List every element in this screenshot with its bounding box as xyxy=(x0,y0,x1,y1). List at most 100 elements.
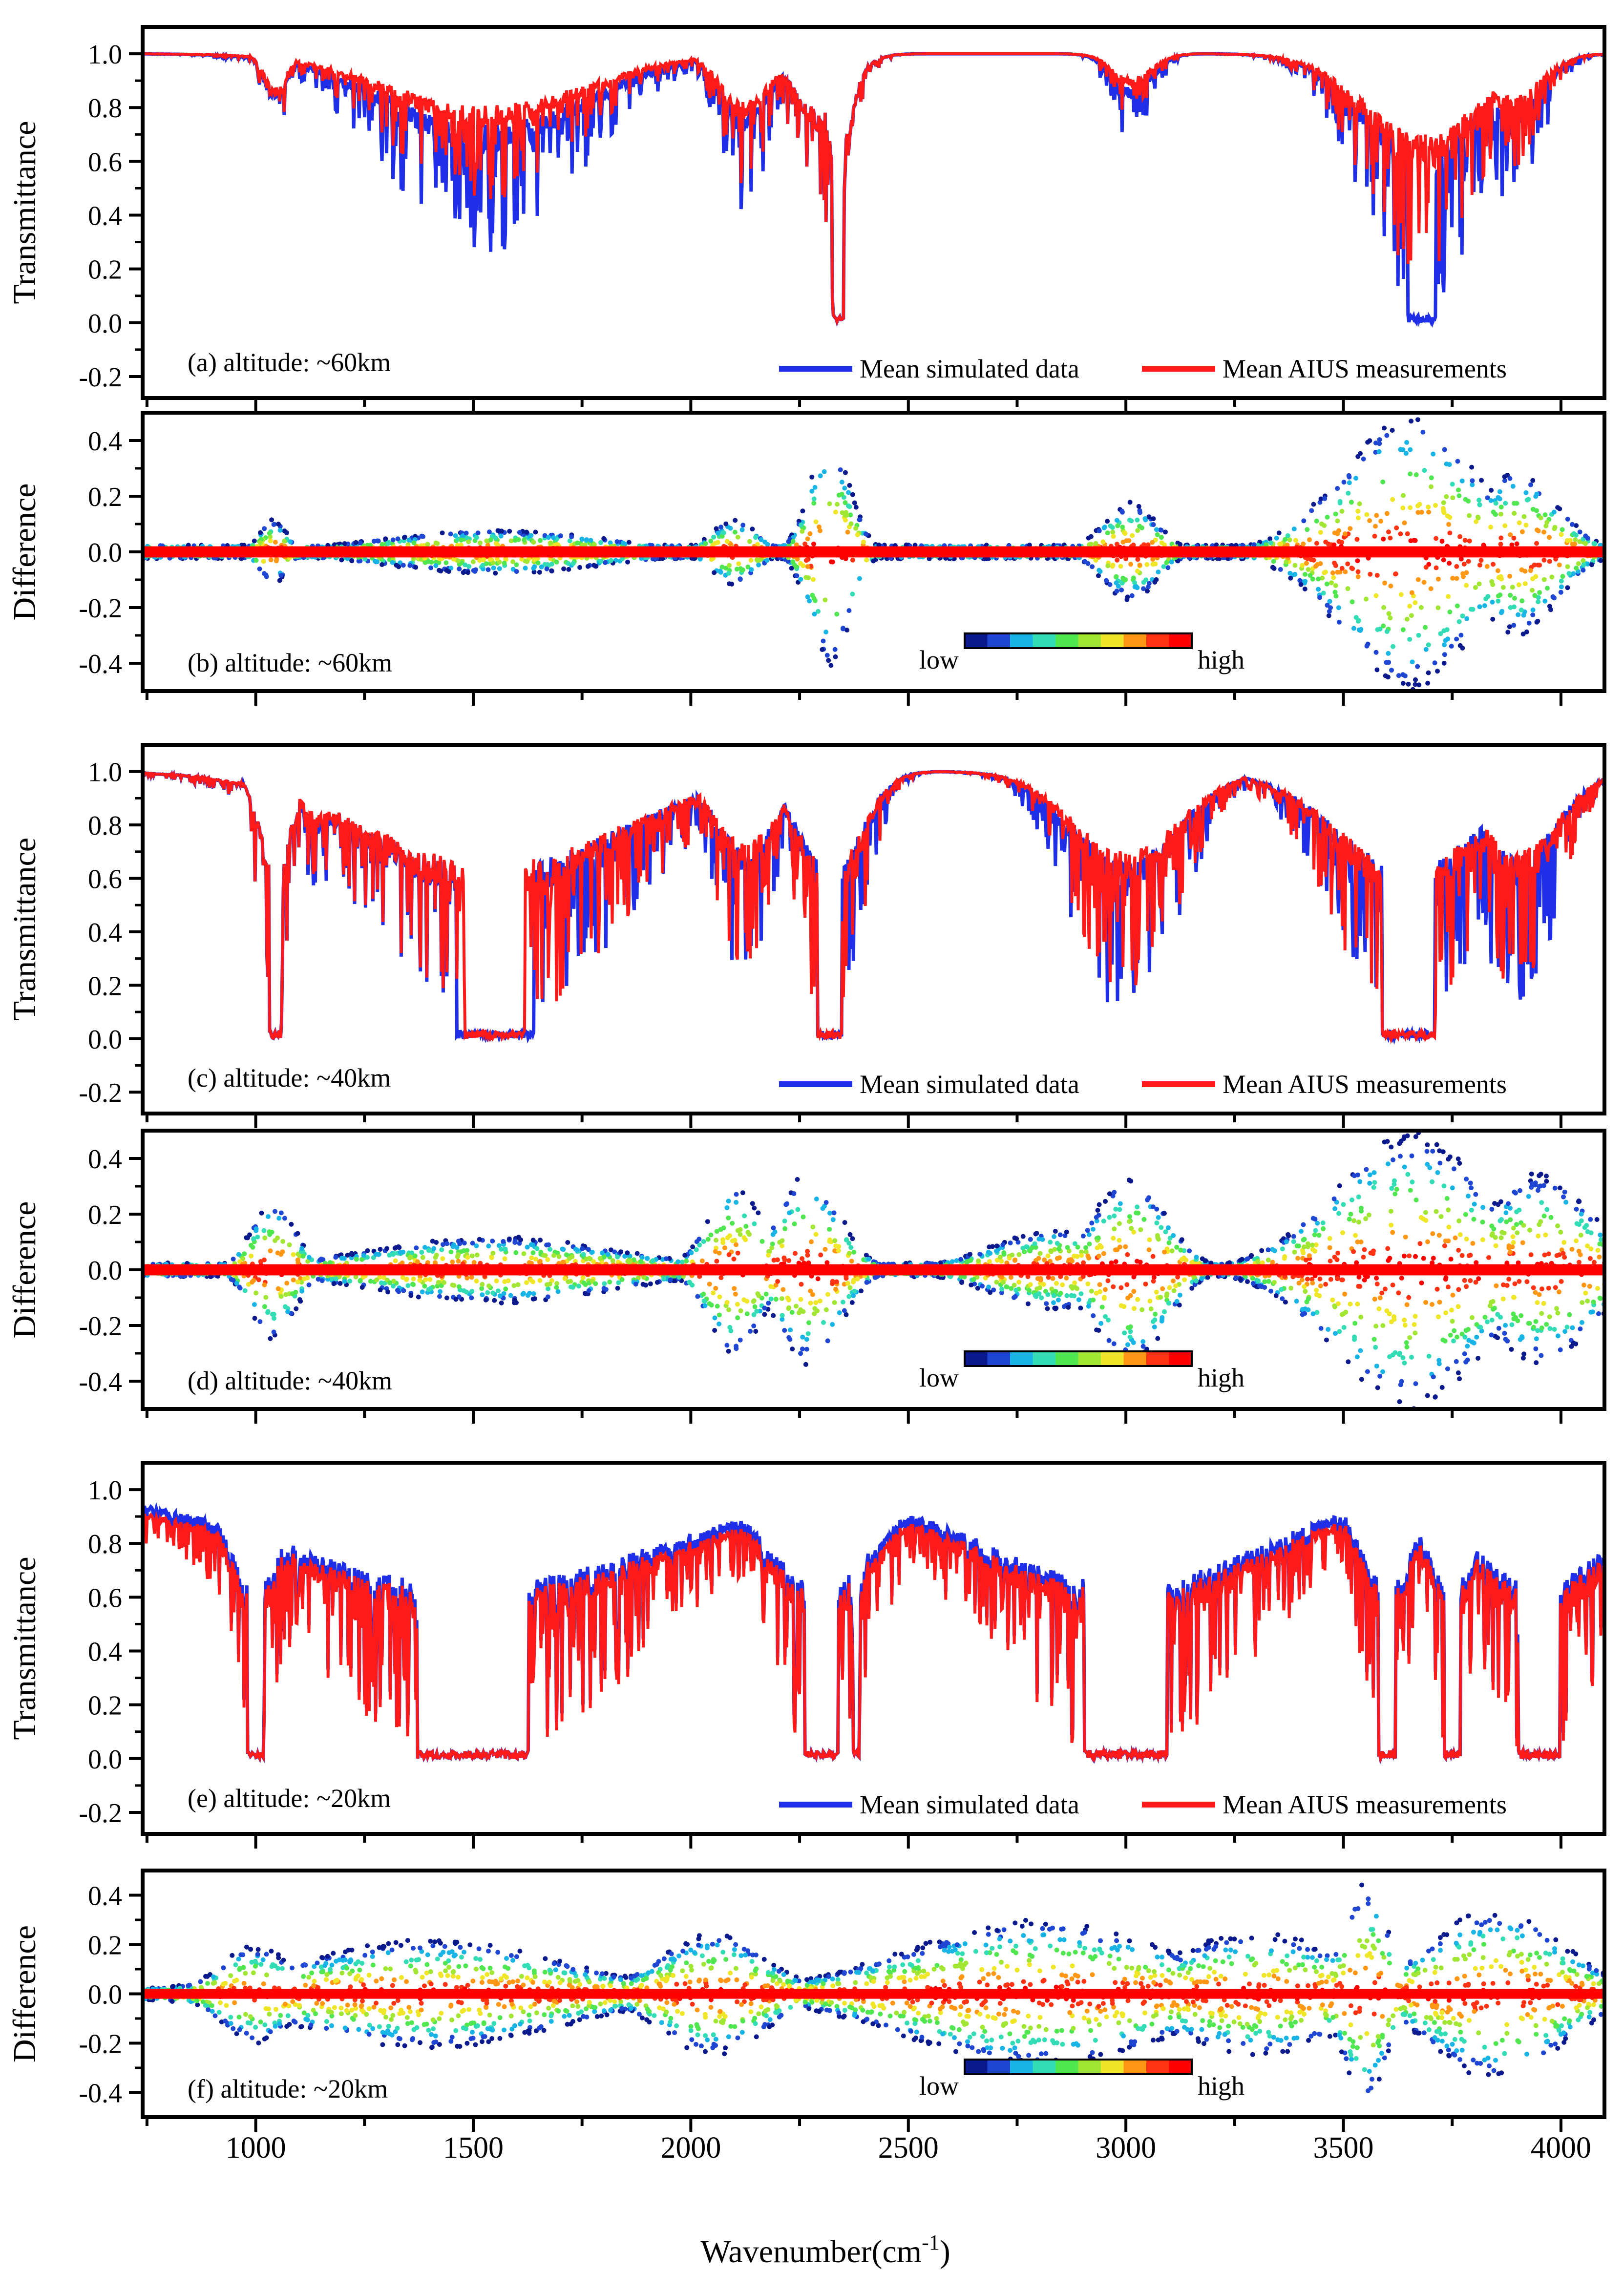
diff-point xyxy=(752,1298,757,1303)
diff-point xyxy=(263,1295,268,1300)
diff-point xyxy=(1425,1162,1430,1167)
diff-point xyxy=(1474,1280,1478,1285)
diff-point xyxy=(457,567,462,571)
diff-point xyxy=(1423,1300,1428,1305)
diff-point xyxy=(1270,1247,1275,1252)
diff-point xyxy=(1510,585,1515,589)
diff-point xyxy=(814,519,819,524)
diff-point xyxy=(1374,593,1379,598)
diff-point xyxy=(1415,664,1420,669)
diff-point xyxy=(1137,504,1141,509)
diff-point xyxy=(398,1250,403,1255)
diff-point xyxy=(433,563,438,568)
diff-point xyxy=(1596,1311,1601,1316)
diff-point xyxy=(1405,1345,1410,1349)
diff-point xyxy=(1530,612,1535,617)
diff-point xyxy=(1245,1279,1250,1284)
diff-point xyxy=(1468,1278,1473,1283)
diff-point xyxy=(664,1256,669,1261)
diff-point xyxy=(1558,1347,1563,1352)
diff-point xyxy=(1154,527,1159,532)
diff-point xyxy=(254,1226,259,1231)
diff-point xyxy=(1534,492,1539,497)
diff-point xyxy=(749,558,754,563)
diff-point xyxy=(1587,1284,1592,1289)
diff-point xyxy=(1335,486,1340,491)
diff-point xyxy=(809,489,814,494)
diff-point xyxy=(1498,536,1503,541)
diff-point xyxy=(406,538,411,543)
diff-point xyxy=(1086,1282,1091,1286)
diff-point xyxy=(443,560,448,565)
diff-point xyxy=(1174,1245,1179,1250)
diff-point xyxy=(1367,438,1372,443)
diff-point xyxy=(474,1279,479,1283)
diff-point xyxy=(838,467,843,472)
diff-point xyxy=(273,1209,277,1214)
diff-point xyxy=(836,1244,841,1249)
diff-point xyxy=(1153,562,1158,567)
diff-point xyxy=(1112,1341,1117,1346)
diff-point xyxy=(1078,1291,1083,1296)
diff-point xyxy=(1073,1284,1077,1289)
diff-point xyxy=(1490,617,1495,622)
diff-point xyxy=(851,1250,856,1255)
diff-point xyxy=(499,1247,504,1252)
diff-point xyxy=(396,536,401,541)
diff-point xyxy=(531,1291,536,1296)
diff-point xyxy=(1389,1186,1394,1191)
diff-point xyxy=(1466,499,1471,504)
diff-core-band xyxy=(143,547,1604,558)
diff-point xyxy=(836,1248,841,1253)
diff-point xyxy=(1158,1295,1163,1300)
diff-point xyxy=(551,535,556,540)
diff-point xyxy=(1546,1251,1551,1256)
diff-point xyxy=(1528,568,1533,573)
diff-point xyxy=(1480,1220,1485,1224)
diff-point xyxy=(1425,681,1430,686)
diff-point xyxy=(994,1243,999,1248)
diff-point xyxy=(1477,563,1482,568)
diff-point xyxy=(1333,583,1338,588)
diff-point xyxy=(848,1232,853,1237)
diff-point xyxy=(1111,1236,1116,1241)
diff-point xyxy=(413,1254,418,1259)
diff-point xyxy=(1458,633,1463,638)
diff-point xyxy=(1409,613,1414,618)
diff-point xyxy=(1351,626,1356,631)
legend-label-simulated: Mean simulated data xyxy=(860,354,1079,383)
diff-point xyxy=(1355,1302,1360,1306)
diff-point xyxy=(1266,1279,1271,1284)
diff-point xyxy=(1142,516,1147,521)
colorbar-segment xyxy=(965,633,988,648)
diff-point xyxy=(544,1242,549,1247)
diff-point xyxy=(1387,1311,1392,1316)
diff-point xyxy=(1455,1335,1459,1340)
diff-point xyxy=(814,1197,819,1201)
diff-point xyxy=(1359,1240,1364,1244)
diff-point xyxy=(299,1289,304,1294)
diff-point xyxy=(1597,1255,1602,1260)
diff-point xyxy=(1542,599,1547,604)
diff-point xyxy=(782,1258,787,1262)
diff-point xyxy=(804,1337,809,1342)
diff-point xyxy=(1489,1207,1494,1212)
diff-point xyxy=(1345,562,1350,567)
diff-point xyxy=(456,558,461,563)
diff-point xyxy=(1442,652,1447,657)
diff-point xyxy=(1103,1199,1108,1204)
diff-point xyxy=(1583,1291,1588,1296)
diff-point xyxy=(755,1291,760,1296)
diff-point xyxy=(816,1276,821,1281)
diff-point xyxy=(717,1322,721,1326)
diff-point xyxy=(1311,1311,1316,1316)
diff-point xyxy=(1393,571,1398,576)
diff-point xyxy=(727,1252,732,1257)
diff-point xyxy=(287,1242,292,1247)
diff-point xyxy=(1340,509,1345,514)
diff-point xyxy=(1426,642,1431,647)
diff-point xyxy=(1278,567,1283,572)
diff-point xyxy=(806,557,811,562)
diff-point xyxy=(444,568,449,573)
